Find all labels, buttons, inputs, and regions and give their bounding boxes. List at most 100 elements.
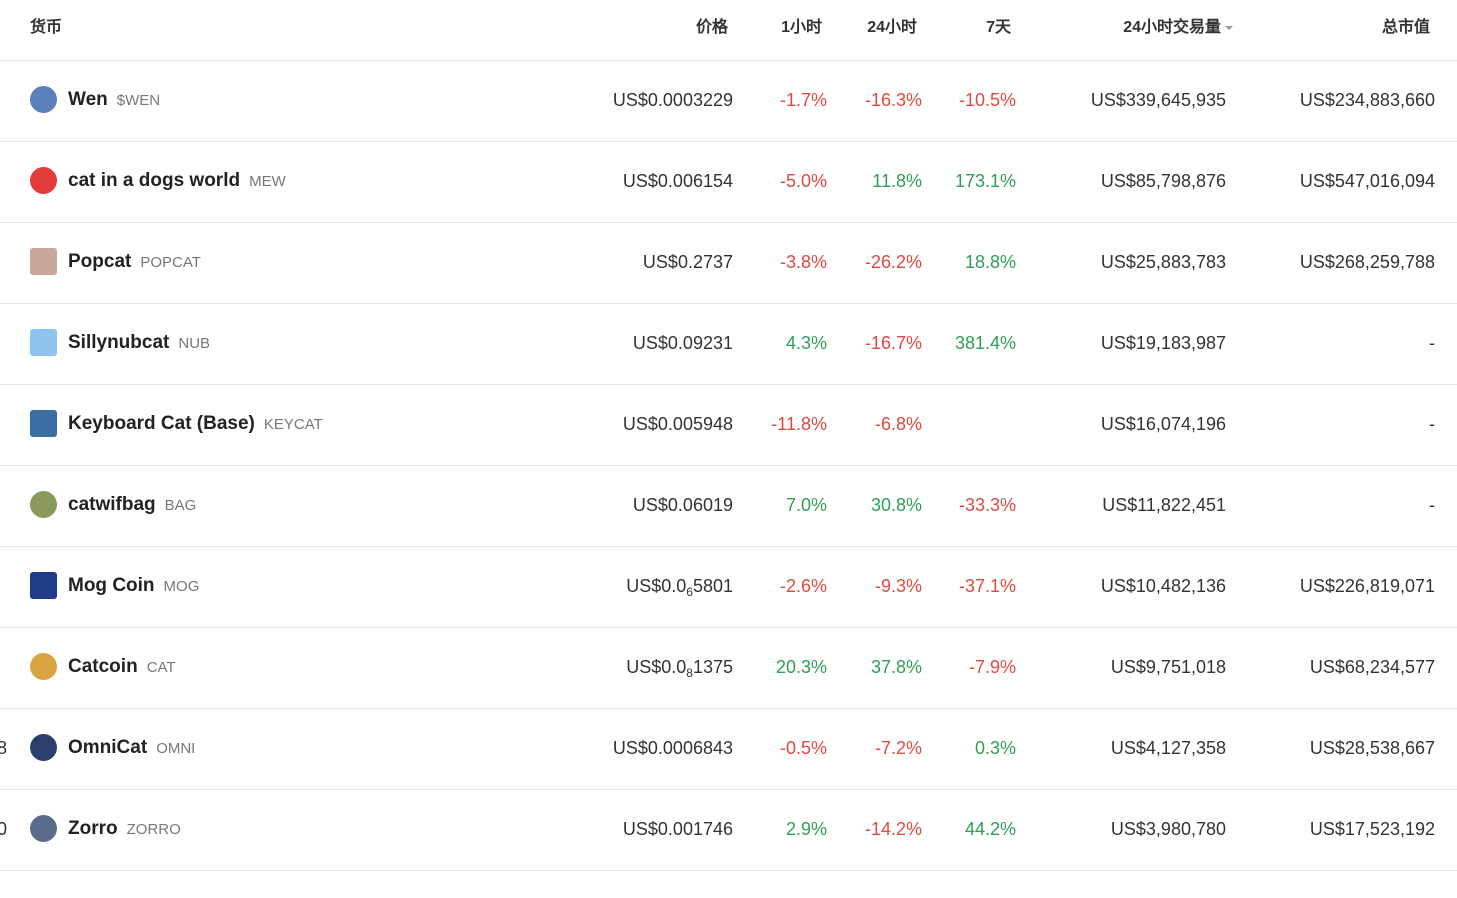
price: US$0.09231 xyxy=(632,333,733,353)
coin-name: Popcat xyxy=(68,251,132,272)
coin-row[interactable]: 8 OmniCat OMNI US$0.0006843 -0.5% -7.2% 0.3% US… xyxy=(0,709,1457,790)
h1: -11.8% xyxy=(771,414,827,434)
volume: US$19,183,987 xyxy=(1100,333,1226,353)
coin-symbol: OMNI xyxy=(156,740,196,757)
coin-symbol: POPCAT xyxy=(140,254,201,271)
coin-label[interactable]: cat in a dogs world MEW xyxy=(68,142,286,221)
coin-icon xyxy=(30,572,57,599)
header-1h[interactable]: 1小时 xyxy=(781,19,822,36)
coin-icon xyxy=(30,410,57,437)
coin-icon xyxy=(30,248,57,275)
coin-symbol: MOG xyxy=(163,578,200,595)
d7: 18.8% xyxy=(964,252,1016,272)
market-cap: US$68,234,577 xyxy=(1309,657,1435,677)
h24: -9.3% xyxy=(874,576,922,596)
price-main: US$0.0 xyxy=(626,576,687,596)
price: US$0.06019 xyxy=(632,495,733,515)
d7: 381.4% xyxy=(954,333,1016,353)
price: US$0.065801 xyxy=(626,547,733,631)
h1: 4.3% xyxy=(785,333,827,353)
volume: US$25,883,783 xyxy=(1100,252,1226,272)
header-market-cap[interactable]: 总市值 xyxy=(1381,19,1430,36)
price-tail: 1375 xyxy=(692,657,733,677)
h1: -5.0% xyxy=(779,171,827,191)
price-subscript: 8 xyxy=(686,666,693,680)
coin-label[interactable]: Catcoin CAT xyxy=(68,628,176,707)
price-main: US$0.0 xyxy=(626,657,687,677)
coin-icon xyxy=(30,815,57,842)
market-cap: US$547,016,094 xyxy=(1299,171,1435,191)
d7: -7.9% xyxy=(968,657,1016,677)
coin-symbol: $WEN xyxy=(116,92,161,109)
volume: US$3,980,780 xyxy=(1110,819,1226,839)
h24: -6.8% xyxy=(874,414,922,434)
market-cap: - xyxy=(1429,495,1435,515)
market-cap: US$234,883,660 xyxy=(1299,90,1435,110)
price: US$0.006154 xyxy=(622,171,733,191)
coin-symbol: BAG xyxy=(164,497,197,514)
coin-label[interactable]: Keyboard Cat (Base) KEYCAT xyxy=(68,385,323,464)
volume: US$4,127,358 xyxy=(1110,738,1226,758)
volume: US$339,645,935 xyxy=(1090,90,1226,110)
market-cap: US$17,523,192 xyxy=(1309,819,1435,839)
volume: US$11,822,451 xyxy=(1102,495,1226,515)
coin-label[interactable]: Wen $WEN xyxy=(68,61,160,140)
d7: 44.2% xyxy=(964,819,1016,839)
header-price[interactable]: 价格 xyxy=(695,19,728,36)
coin-icon xyxy=(30,491,57,518)
coin-name: Keyboard Cat (Base) xyxy=(68,413,255,434)
coin-symbol: MEW xyxy=(249,173,286,190)
coin-name: OmniCat xyxy=(68,737,148,758)
coin-name: Mog Coin xyxy=(68,575,155,596)
coin-label[interactable]: Mog Coin MOG xyxy=(68,547,199,626)
coin-name: catwifbag xyxy=(68,494,156,515)
rank: 0 xyxy=(0,819,8,839)
coin-label[interactable]: catwifbag BAG xyxy=(68,466,196,545)
coin-name: Zorro xyxy=(68,818,118,839)
h24: 37.8% xyxy=(870,657,922,677)
coin-row[interactable]: Wen $WEN US$0.0003229 -1.7% -16.3% -10.5% US$3… xyxy=(0,61,1457,142)
h1: -0.5% xyxy=(779,738,827,758)
coin-label[interactable]: Popcat POPCAT xyxy=(68,223,201,302)
coin-row[interactable]: catwifbag BAG US$0.06019 7.0% 30.8% -33.3% US$… xyxy=(0,466,1457,547)
coin-row[interactable]: Keyboard Cat (Base) KEYCAT US$0.005948 -11.… xyxy=(0,385,1457,466)
h24: -16.7% xyxy=(864,333,922,353)
coin-label[interactable]: Zorro ZORRO xyxy=(68,790,181,869)
market-cap: - xyxy=(1429,414,1435,434)
h24: -7.2% xyxy=(874,738,922,758)
coin-name: Catcoin xyxy=(68,656,138,677)
h24: -26.2% xyxy=(864,252,922,272)
header-24h[interactable]: 24小时 xyxy=(867,19,917,36)
header-7d[interactable]: 7天 xyxy=(986,19,1011,36)
coin-row[interactable]: cat in a dogs world MEW US$0.006154 -5.0% 11… xyxy=(0,142,1457,223)
coin-symbol: NUB xyxy=(178,335,211,352)
d7: 0.3% xyxy=(974,738,1016,758)
coin-row[interactable]: Sillynubcat NUB US$0.09231 4.3% -16.7% 381.4%… xyxy=(0,304,1457,385)
coin-icon xyxy=(30,167,57,194)
coin-symbol: KEYCAT xyxy=(263,416,323,433)
coin-label[interactable]: OmniCat OMNI xyxy=(68,709,195,788)
h24: 30.8% xyxy=(870,495,922,515)
market-cap: - xyxy=(1429,333,1435,353)
table-header: 货币 价格 1小时 24小时 7天 24小时交易量 总市值 xyxy=(0,0,1457,61)
coin-row[interactable]: Catcoin CAT US$0.081375 20.3% 37.8% -7.9% US$9… xyxy=(0,628,1457,709)
coin-name: Wen xyxy=(68,89,108,110)
h1: -3.8% xyxy=(779,252,827,272)
h24: -14.2% xyxy=(864,819,922,839)
price: US$0.0003229 xyxy=(612,90,733,110)
volume: US$16,074,196 xyxy=(1100,414,1226,434)
d7: -33.3% xyxy=(958,495,1016,515)
volume: US$85,798,876 xyxy=(1100,171,1226,191)
coin-name: cat in a dogs world xyxy=(68,170,241,191)
market-cap: US$28,538,667 xyxy=(1309,738,1435,758)
coin-row[interactable]: Mog Coin MOG US$0.065801 -2.6% -9.3% -37.1% US… xyxy=(0,547,1457,628)
coin-name: Sillynubcat xyxy=(68,332,170,353)
header-volume[interactable]: 24小时交易量 xyxy=(1123,0,1233,56)
market-cap: US$226,819,071 xyxy=(1299,576,1435,596)
coin-row[interactable]: 0 Zorro ZORRO US$0.001746 2.9% -14.2% 44.2% US$… xyxy=(0,790,1457,871)
coin-symbol: ZORRO xyxy=(126,821,181,838)
h24: -16.3% xyxy=(864,90,922,110)
d7: -10.5% xyxy=(958,90,1016,110)
coin-label[interactable]: Sillynubcat NUB xyxy=(68,304,210,383)
coin-row[interactable]: Popcat POPCAT US$0.2737 -3.8% -26.2% 18.8% US$… xyxy=(0,223,1457,304)
